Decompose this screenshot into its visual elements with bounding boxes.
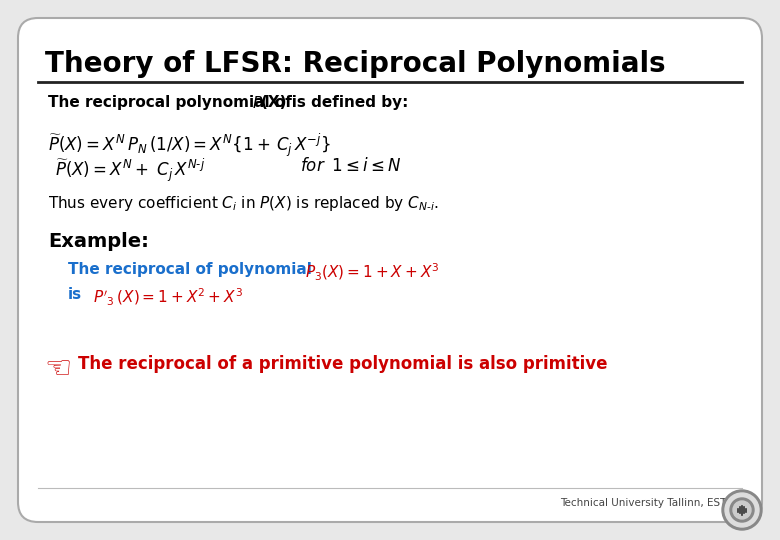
Text: Technical University Tallinn, ESTONIA: Technical University Tallinn, ESTONIA [560,498,753,508]
Text: $\widetilde{P}$$(X) =X^N\, P_N\, (1/X) = X^N\{1 +\, C_j\, X^{-j}\}$: $\widetilde{P}$$(X) =X^N\, P_N\, (1/X) =… [48,132,331,159]
Text: $\mathit{for}\;\; 1 \leq i \leq N$: $\mathit{for}\;\; 1 \leq i \leq N$ [300,157,402,175]
Text: $P'_3\,(X) = 1 + X^2 + X^3$: $P'_3\,(X) = 1 + X^2 + X^3$ [93,287,243,308]
Circle shape [722,490,762,530]
Text: $P_3(X) = 1 + X + X^3$: $P_3(X) = 1 + X + X^3$ [305,262,440,283]
Text: Thus every coefficient $C_i$ in $\mathit{P(X)}$ is replaced by $C_{N\text{-}i}$.: Thus every coefficient $C_i$ in $\mathit… [48,194,439,213]
Circle shape [730,498,754,522]
Circle shape [725,493,759,527]
Circle shape [733,501,751,519]
Text: Example:: Example: [48,232,149,251]
Text: (X) is defined by:: (X) is defined by: [261,95,409,110]
Text: ☜: ☜ [44,355,72,384]
Text: $\widetilde{P}$$(X) = X^N +\; C_j\, X^{N\text{-}j}$: $\widetilde{P}$$(X) = X^N +\; C_j\, X^{N… [55,157,205,184]
Text: $\mathit{P}$: $\mathit{P}$ [252,95,263,111]
Text: The reciprocal polynomial of: The reciprocal polynomial of [48,95,297,110]
FancyBboxPatch shape [18,18,762,522]
Text: is: is [68,287,82,302]
Text: The reciprocal of polynomial: The reciprocal of polynomial [68,262,312,277]
Text: Theory of LFSR: Reciprocal Polynomials: Theory of LFSR: Reciprocal Polynomials [45,50,665,78]
Text: The reciprocal of a primitive polynomial is also primitive: The reciprocal of a primitive polynomial… [78,355,608,373]
